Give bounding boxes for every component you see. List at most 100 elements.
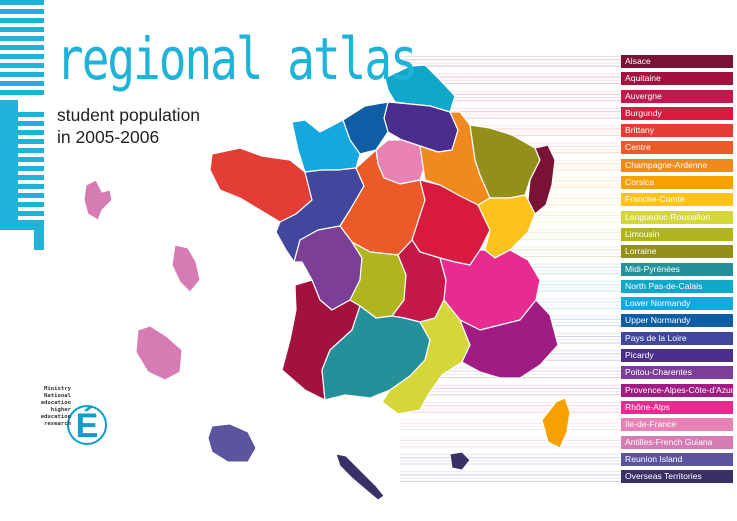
- ministry-line: education: [40, 400, 71, 406]
- legend-item-poitou-charentes[interactable]: Poitou-Charentes: [621, 366, 733, 380]
- streak-line: [400, 446, 621, 448]
- legend-item-lorraine[interactable]: Lorraine: [621, 245, 733, 259]
- ministry-line: National: [44, 393, 71, 399]
- streak-line: [400, 82, 621, 84]
- ministry-logo-letter: É: [76, 407, 99, 445]
- page-title: regional atlas: [56, 25, 418, 93]
- legend-item-north-pas-de-calais[interactable]: North Pas-de-Calais: [621, 279, 733, 293]
- streak-line: [400, 428, 621, 430]
- region-mayotte[interactable]: [449, 451, 471, 471]
- streak-line: [400, 453, 621, 455]
- region-reunion-island[interactable]: [207, 423, 257, 463]
- legend-item-overseas-territories[interactable]: Overseas Territories: [621, 470, 733, 484]
- legend-item-alsace[interactable]: Alsace: [621, 55, 733, 68]
- legend-item-auvergne[interactable]: Auvergne: [621, 89, 733, 103]
- streak-line: [400, 90, 621, 92]
- ministry-line: higher: [50, 407, 71, 413]
- legend-item-lower-normandy[interactable]: Lower Normandy: [621, 297, 733, 311]
- streak-line: [400, 79, 621, 81]
- streak-line: [400, 391, 621, 393]
- streak-line: [400, 460, 621, 462]
- legend-item-champagne-ardenne[interactable]: Champagne-Ardenne: [621, 158, 733, 172]
- streak-line: [400, 439, 621, 441]
- streak-line: [400, 402, 621, 404]
- decorative-bars: [0, 0, 44, 250]
- legend-item-languedoc-roussillon[interactable]: Languedoc-Roussillon: [621, 210, 733, 224]
- legend-item-aquitaine[interactable]: Aquitaine: [621, 72, 733, 86]
- streak-line: [400, 457, 621, 459]
- region-new-caledonia[interactable]: [335, 453, 385, 501]
- streak-line: [400, 436, 621, 438]
- streak-line: [400, 477, 621, 479]
- subtitle-line-1: student population: [57, 105, 201, 125]
- ministry-text: Ministry National education higher educa…: [39, 386, 71, 428]
- legend-item-midi-pyrenees[interactable]: Midi-Pyrénées: [621, 262, 733, 276]
- streak-line: [400, 73, 621, 75]
- streak-line: [400, 387, 621, 389]
- region-french-guiana[interactable]: [135, 325, 183, 381]
- streak-line: [400, 56, 621, 58]
- region-brittany[interactable]: [209, 147, 313, 223]
- region-corsica[interactable]: [541, 397, 571, 449]
- ministry-logo: É: [67, 405, 107, 445]
- france-map: [209, 64, 571, 449]
- streak-line: [400, 131, 621, 133]
- legend-item-reunion-island[interactable]: Reunion Island: [621, 452, 733, 466]
- streak-line: [400, 62, 621, 64]
- legend-item-provence-alpes-cote-d-azur[interactable]: Provence-Alpes-Côte-d'Azur: [621, 383, 733, 397]
- streak-line: [400, 114, 621, 116]
- page-subtitle: student population in 2005-2006: [57, 104, 200, 148]
- region-languedoc-roussillon[interactable]: [381, 299, 471, 415]
- streak-line: [400, 405, 621, 407]
- legend-item-brittany[interactable]: Brittany: [621, 124, 733, 138]
- legend-item-centre[interactable]: Centre: [621, 141, 733, 155]
- streak-line: [400, 411, 621, 413]
- region-guadeloupe[interactable]: [83, 179, 113, 221]
- streak-line: [400, 480, 621, 482]
- ministry-line: education: [40, 414, 71, 420]
- streak-line: [400, 100, 621, 102]
- streak-line: [400, 97, 621, 99]
- streak-line: [400, 65, 621, 67]
- streak-line: [400, 463, 621, 465]
- region-lower-normandy[interactable]: [291, 119, 361, 173]
- legend-item-antilles-french-guiana[interactable]: Antilles-French Guiana: [621, 435, 733, 449]
- region-franche-comte[interactable]: [477, 194, 536, 259]
- streak-line: [400, 59, 621, 61]
- streak-line: [400, 76, 621, 78]
- legend-item-upper-normandy[interactable]: Upper Normandy: [621, 314, 733, 328]
- legend-item-corsica[interactable]: Corsica: [621, 176, 733, 190]
- ministry-line: Ministry: [44, 386, 71, 392]
- streak-line: [400, 471, 621, 473]
- region-legend: Alsace Aquitaine Auvergne Burgundy Britt…: [621, 55, 733, 487]
- streak-line: [400, 384, 621, 386]
- region-martinique[interactable]: [171, 244, 201, 293]
- streak-line: [400, 425, 621, 427]
- legend-item-franche-comte[interactable]: Franche-Comté: [621, 193, 733, 207]
- legend-item-burgundy[interactable]: Burgundy: [621, 106, 733, 120]
- legend-item-limousin[interactable]: Limousin: [621, 227, 733, 241]
- legend-item-rhone-alps[interactable]: Rhône-Alps: [621, 400, 733, 414]
- streak-line: [400, 117, 621, 119]
- streak-line: [400, 125, 621, 127]
- streak-line: [400, 93, 621, 95]
- streak-line: [400, 422, 621, 424]
- legend-item-pays-de-la-loire[interactable]: Pays de la Loire: [621, 331, 733, 345]
- region-provence-alpes-cote-d-azur[interactable]: [459, 299, 559, 379]
- overseas-territories: [83, 179, 471, 501]
- region-lorraine[interactable]: [469, 124, 541, 199]
- streak-line: [400, 394, 621, 396]
- streak-line: [400, 408, 621, 410]
- streak-line: [400, 107, 621, 109]
- streak-line: [400, 128, 621, 130]
- streak-line: [400, 474, 621, 476]
- subtitle-line-2: in 2005-2006: [57, 127, 160, 147]
- streak-line: [400, 419, 621, 421]
- legend-item-picardy[interactable]: Picardy: [621, 349, 733, 363]
- ministry-line: research: [44, 421, 71, 427]
- streak-line: [400, 443, 621, 445]
- legend-item-ile-de-france[interactable]: Ile-de-France: [621, 418, 733, 432]
- streak-line: [400, 111, 621, 113]
- region-alsace[interactable]: [527, 144, 556, 215]
